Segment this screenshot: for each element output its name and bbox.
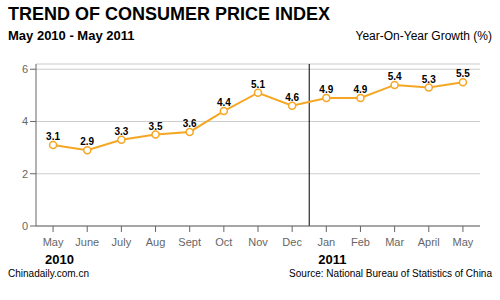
svg-text:5.1: 5.1 bbox=[251, 79, 265, 90]
svg-text:June: June bbox=[75, 236, 99, 248]
svg-text:4: 4 bbox=[22, 115, 28, 127]
svg-text:July: July bbox=[112, 236, 132, 248]
svg-text:2: 2 bbox=[22, 168, 28, 180]
svg-text:April: April bbox=[418, 236, 440, 248]
svg-text:5.5: 5.5 bbox=[456, 68, 470, 79]
svg-text:3.1: 3.1 bbox=[46, 131, 60, 142]
svg-text:Oct: Oct bbox=[215, 236, 232, 248]
svg-text:5.4: 5.4 bbox=[388, 71, 402, 82]
svg-text:Mar: Mar bbox=[385, 236, 404, 248]
svg-text:3.5: 3.5 bbox=[149, 121, 163, 132]
svg-text:May: May bbox=[453, 236, 474, 248]
svg-text:Feb: Feb bbox=[351, 236, 370, 248]
svg-text:Aug: Aug bbox=[146, 236, 166, 248]
svg-text:4.9: 4.9 bbox=[319, 84, 333, 95]
svg-text:5.3: 5.3 bbox=[422, 74, 436, 85]
svg-text:4.6: 4.6 bbox=[285, 92, 299, 103]
html-text:Source: National Bureau of Sta: Source: National Bureau of Statistics of… bbox=[289, 268, 492, 279]
html-text:TREND OF CONSUMER PRICE INDEX: TREND OF CONSUMER PRICE INDEX bbox=[8, 4, 330, 24]
html-text:Year-On-Year Growth (%): Year-On-Year Growth (%) bbox=[355, 29, 492, 43]
svg-text:2010: 2010 bbox=[45, 252, 74, 266]
svg-text:Sept: Sept bbox=[178, 236, 201, 248]
svg-text:Nov: Nov bbox=[248, 236, 268, 248]
svg-text:6: 6 bbox=[22, 63, 28, 75]
svg-text:Jan: Jan bbox=[317, 236, 335, 248]
svg-text:2.9: 2.9 bbox=[80, 136, 94, 147]
svg-text:Dec: Dec bbox=[282, 236, 302, 248]
svg-text:3.6: 3.6 bbox=[183, 118, 197, 129]
svg-text:2011: 2011 bbox=[318, 252, 346, 266]
svg-text:May: May bbox=[43, 236, 64, 248]
svg-text:4.9: 4.9 bbox=[354, 84, 368, 95]
svg-text:4.4: 4.4 bbox=[217, 97, 231, 108]
svg-text:3.3: 3.3 bbox=[114, 126, 128, 137]
html-text:Chinadaily.com.cn: Chinadaily.com.cn bbox=[8, 268, 89, 279]
html-text:May 2010 - May 2011: May 2010 - May 2011 bbox=[8, 28, 135, 43]
svg-text:0: 0 bbox=[22, 220, 28, 232]
